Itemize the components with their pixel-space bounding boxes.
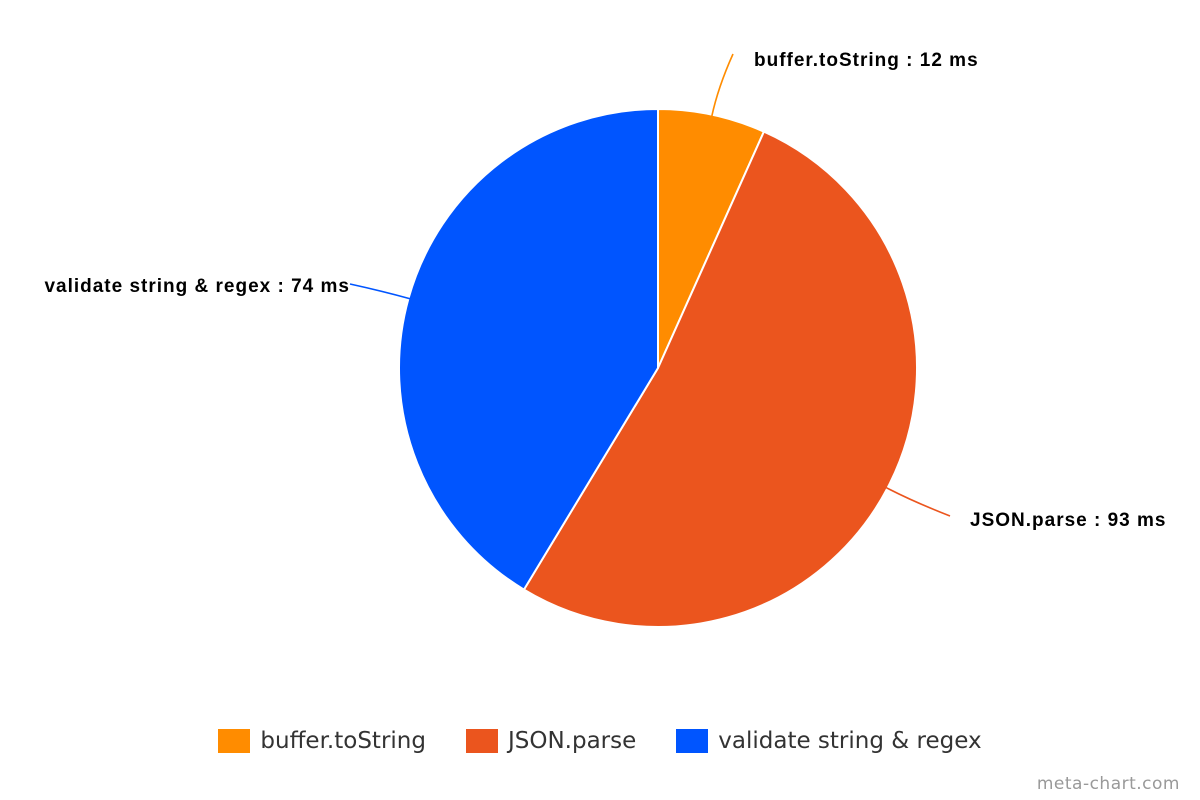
pie-slices xyxy=(398,108,918,628)
legend-item-buffer-tostring[interactable]: buffer.toString xyxy=(218,728,426,754)
chart-legend: buffer.toString JSON.parse validate stri… xyxy=(0,728,1200,754)
leader-line-buffer-tostring xyxy=(710,53,734,117)
slice-label-json-parse: JSON.parse : 93 ms xyxy=(970,510,1166,531)
legend-label: buffer.toString xyxy=(260,728,426,754)
slice-label-buffer-tostring: buffer.toString : 12 ms xyxy=(754,50,979,71)
label-leader-lines xyxy=(349,53,951,517)
legend-label: validate string & regex xyxy=(718,728,982,754)
legend-label: JSON.parse xyxy=(507,728,637,754)
legend-swatch xyxy=(676,729,709,753)
legend-swatch xyxy=(218,729,251,753)
watermark: meta-chart.com xyxy=(1036,774,1180,794)
slice-labels: buffer.toString : 12 ms JSON.parse : 93 … xyxy=(44,50,1166,531)
legend-item-json-parse[interactable]: JSON.parse xyxy=(465,728,637,754)
legend-swatch xyxy=(465,729,498,753)
leader-line-json-parse xyxy=(885,486,951,517)
slice-label-validate-string-regex: validate string & regex : 74 ms xyxy=(44,276,350,297)
leader-line-validate-string-regex xyxy=(349,283,411,300)
legend-item-validate-string-regex[interactable]: validate string & regex xyxy=(676,728,982,754)
